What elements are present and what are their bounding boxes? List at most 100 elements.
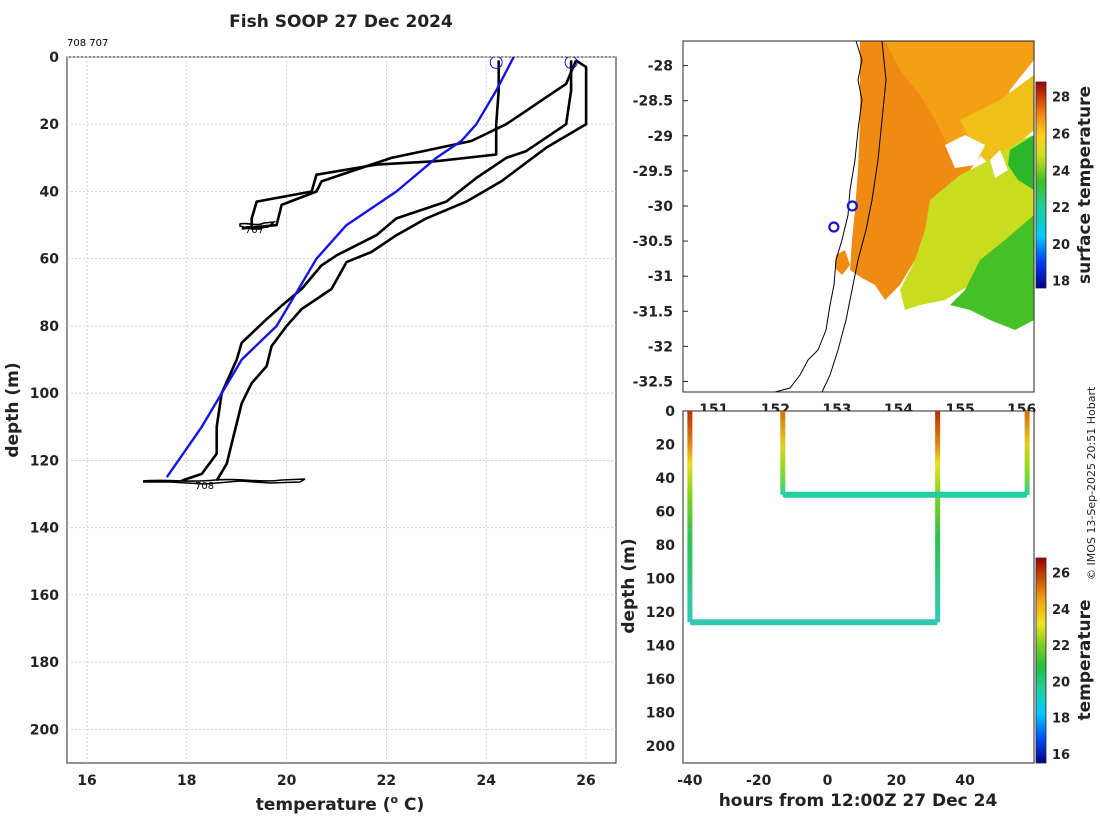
lat-tick-label: -31 — [648, 269, 673, 285]
credit-text: © IMOS 13-Sep-2025 20:51 Hobart — [1085, 386, 1098, 580]
sst-green-region — [950, 215, 1034, 330]
sst-colorbar-tick-label: 28 — [1052, 91, 1070, 106]
lat-tick-label: -31.5 — [633, 304, 673, 320]
lat-tick-label: -29 — [648, 129, 673, 145]
profile-plot-frame — [66, 56, 617, 764]
y-tick-label: 180 — [646, 706, 675, 722]
position-marker-1 — [828, 221, 840, 233]
chart-title: Fish SOOP 27 Dec 2024 — [229, 12, 453, 32]
profile-bottom-noise — [142, 220, 306, 485]
temperature-colorbar-tick-label: 16 — [1052, 748, 1070, 763]
x-tick-label: 18 — [177, 773, 196, 789]
sst-colorbar — [1035, 81, 1047, 289]
profile-label-707: 707 — [245, 225, 264, 236]
profile-plot-x-ticks: 16 18 20 22 24 26 — [77, 773, 596, 789]
depth-time-frame — [682, 410, 1035, 764]
y-tick-label: 60 — [656, 505, 676, 521]
y-tick-label: 20 — [40, 117, 60, 133]
y-tick-label: 20 — [656, 438, 676, 454]
temperature-colorbar-tick-label: 24 — [1052, 603, 1070, 618]
temperature-colorbar-tick-label: 26 — [1052, 567, 1070, 582]
y-tick-label: 120 — [30, 453, 59, 469]
profile-y-label: depth (m) — [3, 362, 23, 457]
x-tick-label: 22 — [377, 773, 396, 789]
lat-tick-label: -32.5 — [633, 374, 673, 390]
temperature-colorbar-tick-label: 18 — [1052, 712, 1070, 727]
x-tick-label: -40 — [677, 773, 703, 789]
y-tick-label: 40 — [40, 184, 60, 200]
y-tick-label: 0 — [49, 50, 59, 66]
sst-colorbar-label: surface temperature — [1075, 86, 1095, 284]
profile-plot-grid — [67, 56, 616, 763]
lat-tick-label: -32 — [648, 339, 673, 355]
sst-map: -28 -28.5 -29 -29.5 -30 -30.5 -31 -31.5 -32 -32.5… — [633, 40, 1095, 418]
y-tick-label: 200 — [30, 722, 59, 738]
depth-time-y-ticks: 0 20 40 60 80 100 120 140 160 180 200 — [646, 404, 675, 755]
series-line-4 — [165, 57, 515, 478]
lat-tick-label: -29.5 — [633, 164, 673, 180]
profile-label-708: 708 — [195, 481, 214, 492]
y-tick-label: 80 — [656, 538, 676, 554]
profile-plot: 16 18 20 22 24 26 0 20 40 60 80 100 120 140 160 180 200… — [3, 38, 617, 815]
cast-ascent-0 — [935, 411, 941, 623]
sst-map-border — [682, 40, 1035, 393]
temperature-colorbar-ticks: 16 18 20 22 24 26 — [1052, 567, 1070, 763]
lat-tick-label: -30.5 — [633, 234, 673, 250]
x-tick-label: 0 — [823, 773, 833, 789]
cast-bottom-1 — [782, 491, 1028, 498]
map-lat-ticks: -28 -28.5 -29 -29.5 -30 -30.5 -31 -31.5 -32 -32.5 — [633, 59, 688, 390]
sst-yellowgreen-region — [900, 135, 1034, 310]
position-marker-0 — [846, 200, 858, 212]
lat-tick-label: -28 — [648, 59, 673, 75]
profile-x-label: temperature (o C) — [256, 793, 425, 815]
temperature-colorbar-tick-label: 22 — [1052, 639, 1070, 654]
depth-time-plot: -40 -20 0 20 40 020406080100120140160180200 … — [619, 404, 1095, 811]
sst-colorbar-tick-label: 24 — [1052, 164, 1070, 179]
depth-time-tracks — [687, 411, 1030, 626]
lat-tick-label: -30 — [648, 199, 674, 215]
depth-time-x-label: hours from 12:00Z 27 Dec 24 — [719, 791, 998, 811]
x-tick-label: 40 — [955, 773, 975, 789]
depth-time-y-label: depth (m) — [619, 538, 639, 633]
y-tick-label: 40 — [656, 471, 676, 487]
temperature-colorbar — [1035, 557, 1047, 764]
temperature-colorbar-tick-label: 20 — [1052, 675, 1070, 690]
sst-colorbar-ticks: 18 20 22 24 26 28 — [1052, 91, 1070, 290]
x-tick-label: 20 — [277, 773, 297, 789]
profile-plot-y-ticks: 0 20 40 60 80 100 120 140 160 180 200 — [30, 50, 59, 738]
sst-cloud-gap-1 — [945, 135, 985, 168]
sst-green-patch — [1008, 135, 1034, 190]
start-marker-0 — [489, 57, 503, 69]
profile-plot-series — [165, 57, 588, 482]
y-tick-label: 0 — [665, 404, 675, 420]
coastline — [774, 41, 863, 392]
start-marker-1 — [564, 57, 578, 69]
lat-tick-label: -28.5 — [633, 94, 673, 110]
shelf-contour — [821, 41, 887, 392]
cast-bottom-0 — [689, 619, 938, 626]
x-tick-label: -20 — [746, 773, 772, 789]
series-line-2 — [181, 60, 573, 482]
y-tick-label: 140 — [30, 521, 59, 537]
x-tick-label: 24 — [476, 773, 496, 789]
y-tick-label: 100 — [646, 572, 675, 588]
y-tick-label: 60 — [40, 252, 60, 268]
cast-ascent-1 — [1024, 411, 1030, 495]
sst-colorbar-tick-label: 26 — [1052, 128, 1070, 143]
y-tick-label: 180 — [30, 655, 59, 671]
y-tick-label: 200 — [646, 739, 675, 755]
sst-orange-region — [885, 41, 1034, 160]
sst-cloud-gap-2 — [905, 310, 1034, 392]
depth-time-x-ticks: -40 -20 0 20 40 — [677, 773, 975, 789]
temperature-colorbar-label: temperature — [1075, 599, 1095, 720]
y-tick-label: 120 — [646, 605, 675, 621]
y-tick-label: 100 — [30, 386, 59, 402]
y-tick-label: 160 — [30, 588, 59, 604]
sst-colorbar-tick-label: 20 — [1052, 238, 1070, 253]
x-tick-label: 16 — [77, 773, 96, 789]
series-line-1 — [241, 59, 578, 230]
cast-descent-0 — [687, 411, 693, 623]
sst-cloud-gap-3 — [990, 150, 1008, 178]
profile-top-label: 708 707 — [67, 38, 108, 49]
sst-nearshore-patch — [835, 250, 850, 275]
